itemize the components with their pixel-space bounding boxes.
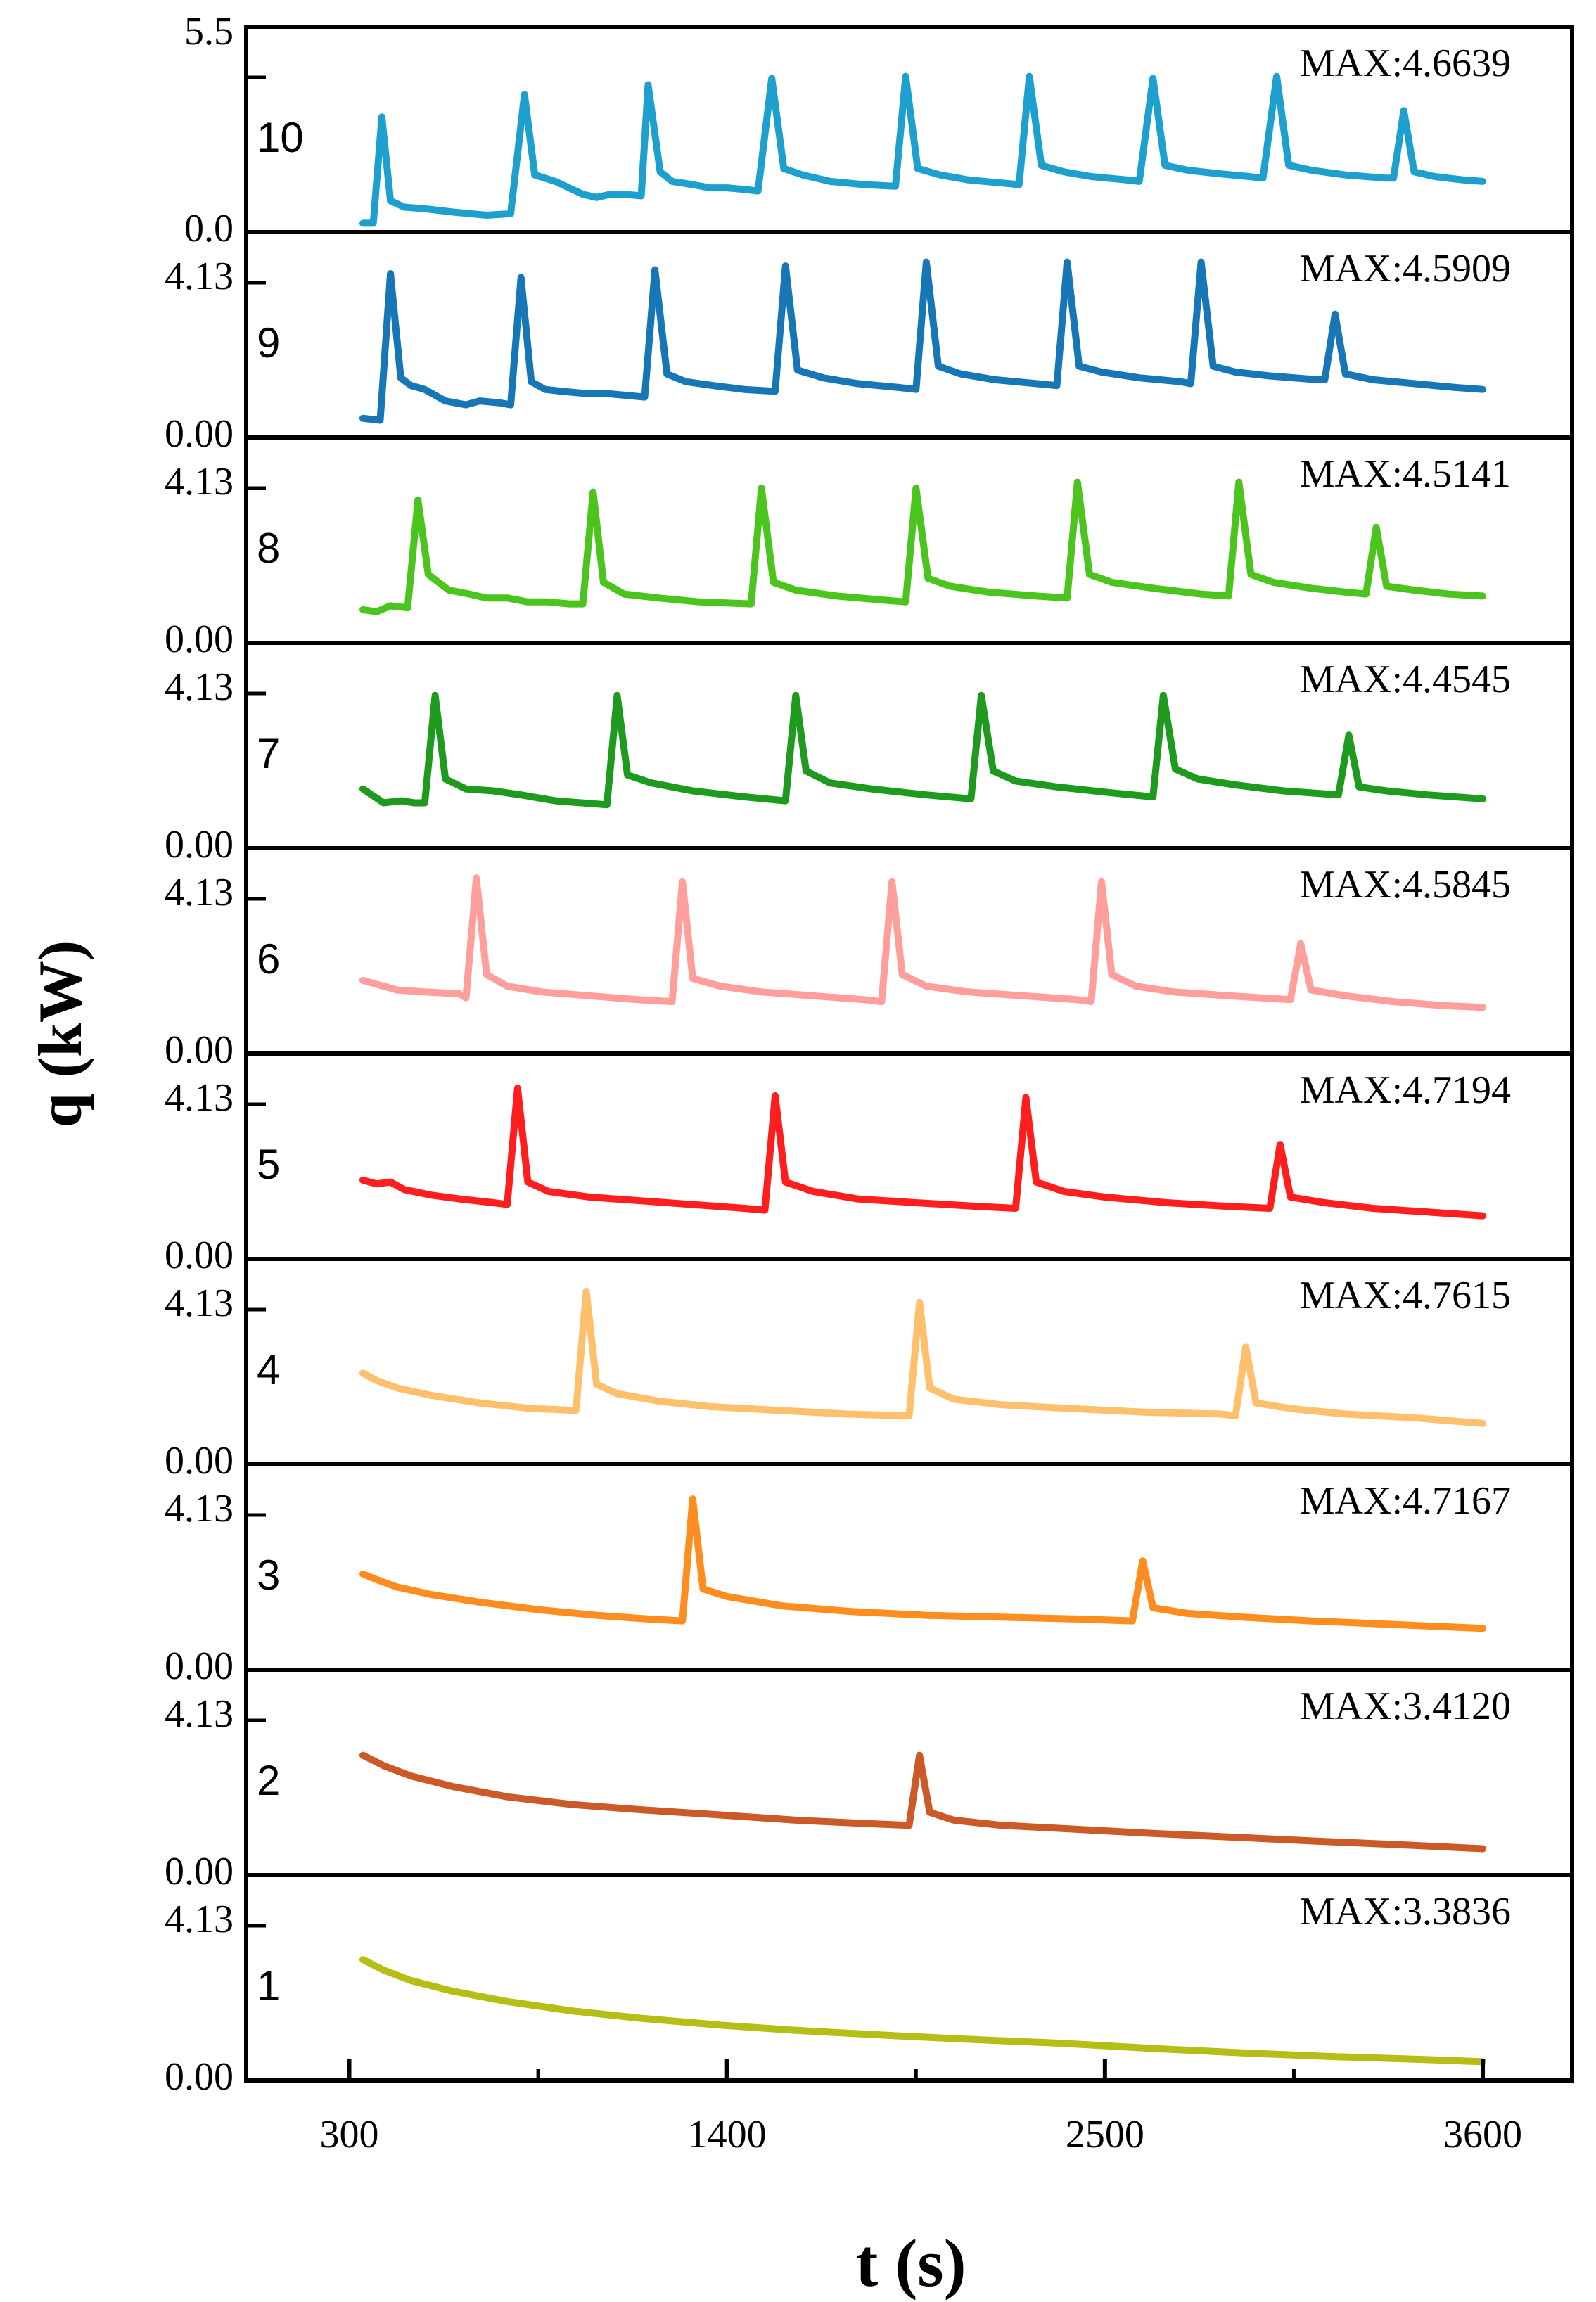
- y-tick-label-top: 4.13: [165, 1692, 234, 1736]
- y-tick-label-top: 4.13: [165, 1487, 234, 1530]
- series-line-9: [359, 258, 1486, 424]
- panel-6: 4.13 0.00 6 MAX:4.5845: [165, 846, 1574, 1072]
- panel-2: 4.13 0.00 2 MAX:3.4120: [165, 1668, 1574, 1893]
- max-label: MAX:4.7194: [1300, 1068, 1511, 1112]
- y-tick-label-top: 5.5: [184, 10, 234, 53]
- max-label: MAX:3.4120: [1300, 1684, 1511, 1728]
- y-tick-label-bottom: 0.0: [184, 207, 234, 250]
- x-axis-title: t (s): [855, 2225, 966, 2301]
- max-label: MAX:4.7615: [1300, 1274, 1511, 1317]
- x-axis: 300 1400 2500 3600: [320, 2059, 1522, 2156]
- y-tick-label-top: 4.13: [165, 1076, 234, 1120]
- series-line-2: [359, 1751, 1486, 1853]
- x-tick-label: 1400: [688, 2113, 767, 2156]
- series-line-5: [359, 1085, 1486, 1220]
- y-tick-label-bottom: 0.00: [165, 1439, 234, 1483]
- panel-number: 9: [257, 319, 280, 366]
- panel-10: 5.5 0.0 10 MAX:4.6639: [184, 10, 1574, 250]
- panel-number: 7: [257, 730, 280, 777]
- series-line-3: [359, 1495, 1486, 1632]
- panel-7: 4.13 0.00 7 MAX:4.4545: [165, 641, 1574, 867]
- series-line-4: [359, 1288, 1486, 1427]
- x-tick-label: 2500: [1066, 2113, 1144, 2156]
- y-axis-title: q (kW): [27, 940, 95, 1128]
- panel-number: 1: [257, 1962, 280, 2009]
- panel-3: 4.13 0.00 3 MAX:4.7167: [165, 1462, 1574, 1688]
- max-label: MAX:4.6639: [1300, 41, 1511, 85]
- y-tick-label-top: 4.13: [165, 460, 234, 504]
- max-label: MAX:4.5845: [1300, 863, 1511, 907]
- max-label: MAX:3.3836: [1300, 1890, 1511, 1933]
- series-line-10: [359, 72, 1486, 227]
- y-tick-label-bottom: 0.00: [165, 823, 234, 867]
- y-tick-label-bottom: 0.00: [165, 618, 234, 661]
- panel-5: 4.13 0.00 5 MAX:4.7194: [165, 1051, 1574, 1277]
- panel-number: 5: [257, 1141, 280, 1188]
- y-tick-label-bottom: 0.00: [165, 1850, 234, 1893]
- panel-number: 10: [257, 114, 304, 161]
- series-line-1: [359, 1956, 1486, 2066]
- y-tick-label-bottom: 0.00: [165, 2055, 234, 2099]
- panel-number: 4: [257, 1346, 280, 1393]
- y-tick-label-bottom: 0.00: [165, 1644, 234, 1688]
- series-line-8: [359, 478, 1486, 615]
- panel-8: 4.13 0.00 8 MAX:4.5141: [165, 435, 1574, 661]
- panel-1: 4.13 0.00 1 MAX:3.3836: [165, 1873, 1574, 2099]
- y-tick-label-top: 4.13: [165, 1898, 234, 1941]
- panel-number: 8: [257, 525, 280, 572]
- y-tick-label-top: 4.13: [165, 871, 234, 914]
- y-tick-label-top: 4.13: [165, 665, 234, 709]
- x-tick-label: 3600: [1443, 2113, 1522, 2156]
- max-label: MAX:4.5141: [1300, 452, 1511, 496]
- y-tick-label-top: 4.13: [165, 255, 234, 298]
- max-label: MAX:4.7167: [1300, 1479, 1511, 1523]
- panel-9: 4.13 0.00 9 MAX:4.5909: [165, 230, 1574, 456]
- panels-layer: 5.50.010MAX:4.66394.130.009MAX:4.59094.1…: [165, 10, 1574, 2099]
- y-tick-label-top: 4.13: [165, 1281, 234, 1325]
- panel-number: 3: [257, 1552, 280, 1599]
- panel-number: 2: [257, 1757, 280, 1804]
- series-line-6: [359, 874, 1486, 1011]
- y-tick-label-bottom: 0.00: [165, 412, 234, 456]
- panel-4: 4.13 0.00 4 MAX:4.7615: [165, 1257, 1574, 1483]
- x-tick-label: 300: [320, 2113, 379, 2156]
- max-label: MAX:4.5909: [1300, 247, 1511, 290]
- panel-number: 6: [257, 935, 280, 983]
- y-tick-label-bottom: 0.00: [165, 1234, 234, 1277]
- max-label: MAX:4.4545: [1300, 658, 1511, 701]
- series-line-7: [359, 691, 1486, 809]
- panel-frame: [244, 1873, 1574, 2083]
- y-tick-label-bottom: 0.00: [165, 1028, 234, 1072]
